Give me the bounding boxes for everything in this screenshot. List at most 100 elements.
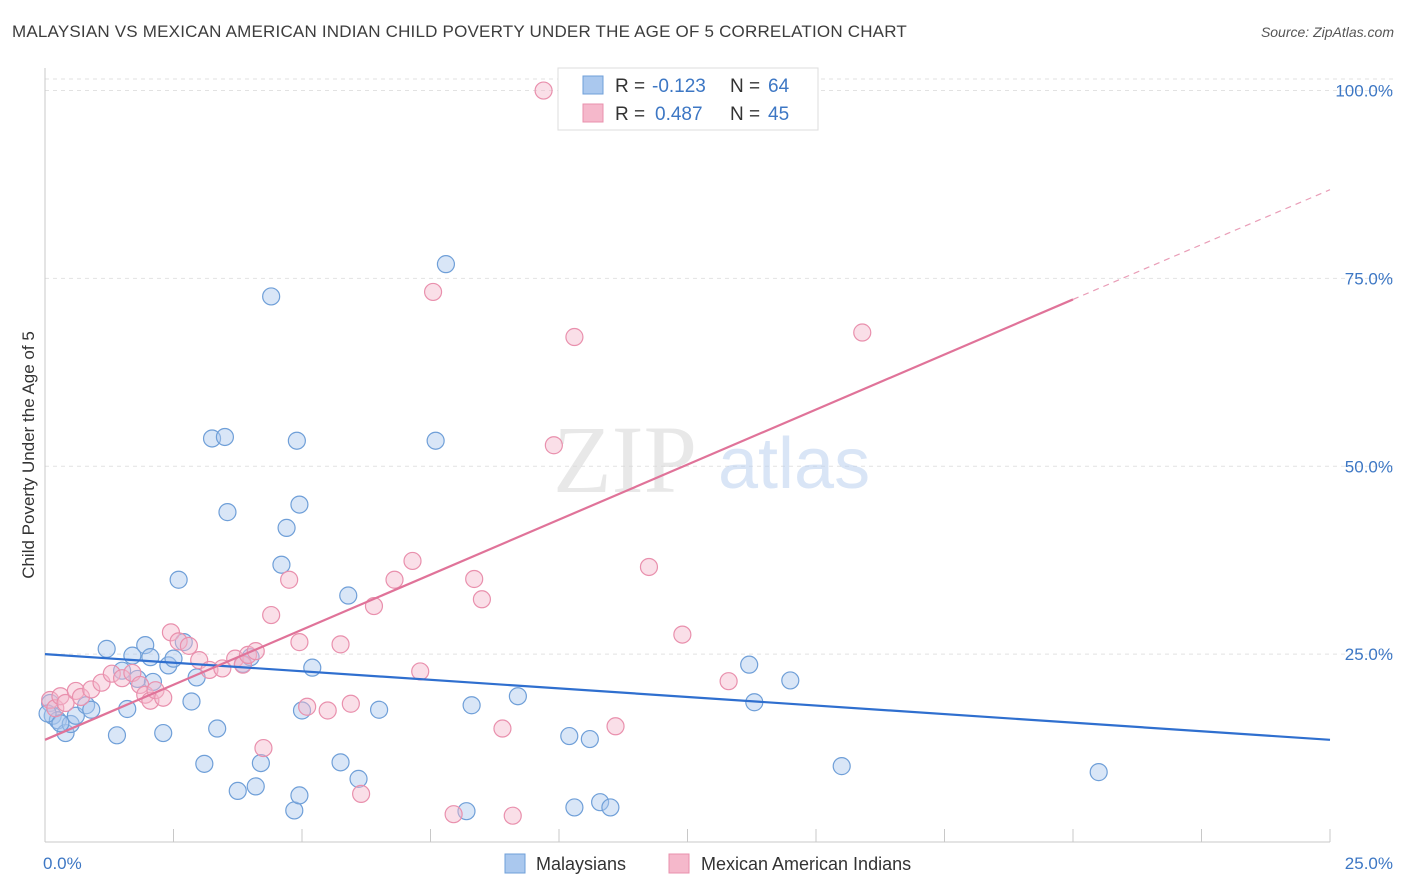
mexican-point — [534, 81, 553, 100]
mexican-point — [444, 805, 463, 824]
series-legend: Malaysians Mexican American Indians — [504, 853, 911, 874]
gridlines — [45, 78, 1393, 655]
malaysians-point — [740, 655, 759, 674]
mexican-point — [606, 717, 625, 736]
malaysians-point — [287, 431, 306, 450]
legend-label-mexican: Mexican American Indians — [701, 854, 911, 874]
mexican-point — [472, 590, 491, 609]
malaysians-point — [290, 786, 309, 805]
mexican-point — [290, 633, 309, 652]
x-tick-label-max: 25.0% — [1345, 854, 1393, 873]
mexican-point — [254, 738, 273, 758]
malaysians-point — [462, 696, 481, 715]
malaysians-point — [246, 777, 265, 796]
mexican-point — [544, 436, 563, 455]
malaysians-point — [169, 570, 188, 589]
malaysians-point — [82, 700, 101, 719]
mexican-trend-extension — [1072, 189, 1331, 301]
mexican-point — [639, 557, 659, 577]
malaysians-point — [560, 726, 579, 746]
mexican-point — [298, 697, 317, 716]
y-tick-labels: 25.0% 50.0% 75.0% 100.0% — [1335, 82, 1393, 665]
stats-r-label-malaysians: R = — [615, 76, 650, 97]
malaysians-point — [208, 719, 227, 738]
y-tick-label: 100.0% — [1335, 82, 1393, 101]
mexican-point — [853, 323, 872, 342]
y-tick-label: 25.0% — [1345, 645, 1393, 664]
malaysians-point — [580, 729, 599, 749]
malaysians-point — [601, 798, 620, 817]
malaysians-point — [97, 639, 116, 658]
malaysians-point — [141, 648, 160, 667]
malaysians-point — [832, 757, 851, 776]
malaysians-point — [107, 726, 127, 745]
stats-n-label-mexican: N = — [730, 104, 765, 125]
mexican-point — [493, 719, 512, 738]
malaysians-point — [331, 753, 350, 772]
malaysians-point — [195, 754, 214, 773]
malaysians-point — [228, 781, 247, 801]
mexican-point — [565, 327, 584, 347]
mexican-point — [403, 551, 422, 571]
mexican-point — [423, 282, 443, 302]
malaysians-point — [436, 255, 456, 274]
mexican-point — [71, 687, 91, 707]
malaysians-trend-line — [44, 653, 1331, 741]
mexican-point — [102, 664, 121, 683]
stats-legend: R = -0.123 N = 64 R = 0.487 N = 45 — [557, 67, 819, 131]
mexican-point — [352, 784, 371, 804]
malaysians-point — [262, 287, 281, 306]
y-axis-label: Child Poverty Under the Age of 5 — [19, 331, 38, 579]
malaysians-point — [164, 649, 183, 668]
malaysians-point — [565, 798, 584, 817]
stats-r-value-malaysians: -0.123 — [652, 76, 706, 97]
x-ticks — [44, 829, 1331, 842]
mexican-point — [364, 596, 384, 616]
chart-title: MALAYSIAN VS MEXICAN AMERICAN INDIAN CHI… — [12, 22, 907, 41]
mexican-trend-line — [44, 298, 1074, 741]
trend-lines — [44, 189, 1331, 741]
mexican-point — [385, 570, 404, 589]
y-tick-label: 50.0% — [1345, 457, 1393, 476]
mexican-point — [503, 806, 522, 825]
malaysians-point — [290, 495, 309, 514]
stats-swatch-malaysians — [582, 75, 604, 95]
malaysians-point — [51, 714, 70, 733]
legend-swatch-malaysians — [504, 853, 526, 874]
mexican-point — [262, 605, 281, 625]
malaysians-point — [426, 431, 445, 450]
malaysians-point — [339, 586, 358, 605]
mexican-point — [169, 632, 188, 651]
malaysians-point — [251, 753, 270, 773]
malaysians-point — [370, 700, 389, 719]
malaysians-point — [154, 723, 173, 743]
stats-n-value-malaysians: 64 — [768, 76, 790, 97]
mexican-point — [341, 694, 360, 713]
malaysians-point — [182, 692, 201, 711]
stats-r-value-mexican: 0.487 — [655, 104, 703, 125]
legend-label-malaysians: Malaysians — [536, 854, 626, 874]
mexican-point — [82, 680, 101, 699]
series-mexican-points — [41, 81, 872, 825]
watermark-zip: ZIP — [553, 406, 697, 513]
mexican-point — [92, 673, 111, 692]
malaysians-point — [303, 658, 322, 677]
legend-swatch-mexican — [668, 853, 690, 874]
mexican-point — [280, 570, 299, 589]
malaysians-point — [285, 801, 304, 820]
malaysians-point — [136, 636, 155, 655]
mexican-point — [331, 635, 350, 654]
malaysians-point — [349, 769, 368, 788]
malaysians-point — [272, 555, 291, 574]
malaysians-point — [215, 427, 234, 447]
malaysians-point — [218, 503, 237, 522]
watermark-atlas: atlas — [718, 424, 870, 504]
malaysians-point — [508, 687, 527, 706]
mexican-point — [673, 625, 692, 644]
mexican-point — [719, 672, 738, 691]
malaysians-point — [591, 793, 610, 812]
y-tick-label: 75.0% — [1345, 269, 1393, 288]
malaysians-point — [1089, 763, 1108, 782]
malaysians-point — [277, 518, 296, 537]
